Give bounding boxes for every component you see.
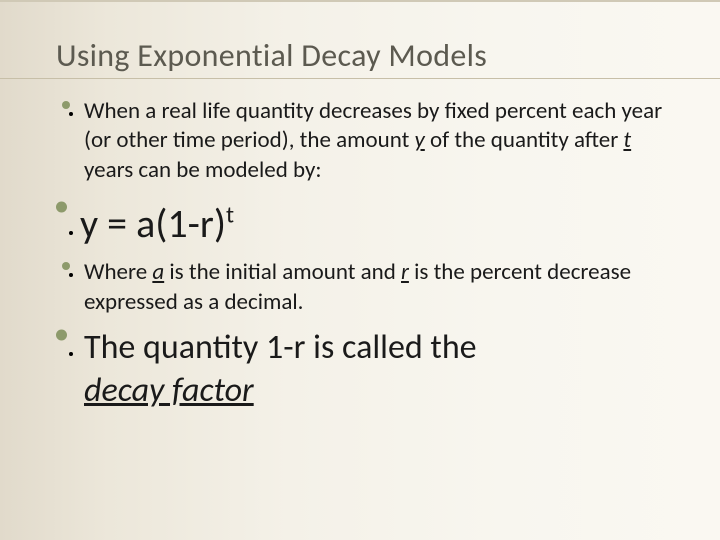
accent-line-top [0, 0, 720, 2]
formula-equation: y = a(1-r)t [80, 199, 672, 248]
where-var-a: a [152, 258, 164, 286]
accent-line-under-title [0, 78, 720, 79]
intro-text-post: years can be modeled by: [84, 156, 322, 184]
formula-lhs: y = a(1-r) [80, 199, 226, 248]
bullet-icon [62, 101, 70, 109]
slide: Using Exponential Decay Models When a re… [0, 0, 720, 540]
intro-var-y: y [415, 126, 425, 154]
where-text-mid: is the initial amount and [164, 258, 401, 286]
bullet-icon [56, 202, 67, 213]
where-paragraph: Where a is the initial amount and r is t… [84, 258, 672, 317]
slide-title: Using Exponential Decay Models [56, 36, 672, 75]
bullet-formula: y = a(1-r)t [84, 199, 672, 248]
bullet-icon [62, 262, 70, 270]
final-paragraph: The quantity 1-r is called the decay fac… [84, 327, 672, 412]
where-var-r: r [401, 258, 409, 286]
formula-exponent: t [226, 201, 234, 230]
intro-text-mid: of the quantity after [425, 126, 624, 154]
intro-paragraph: When a real life quantity decreases by f… [84, 97, 672, 185]
slide-content: When a real life quantity decreases by f… [84, 97, 672, 412]
bullet-icon [56, 330, 67, 341]
intro-var-t: t [623, 126, 631, 154]
final-term: decay factor [84, 370, 254, 411]
bullet-intro: When a real life quantity decreases by f… [84, 97, 672, 185]
bullet-where: Where a is the initial amount and r is t… [84, 258, 672, 317]
final-text-pre: The quantity 1-r is called the [84, 327, 477, 368]
where-text-pre: Where [84, 258, 152, 286]
bullet-final: The quantity 1-r is called the decay fac… [84, 327, 672, 412]
